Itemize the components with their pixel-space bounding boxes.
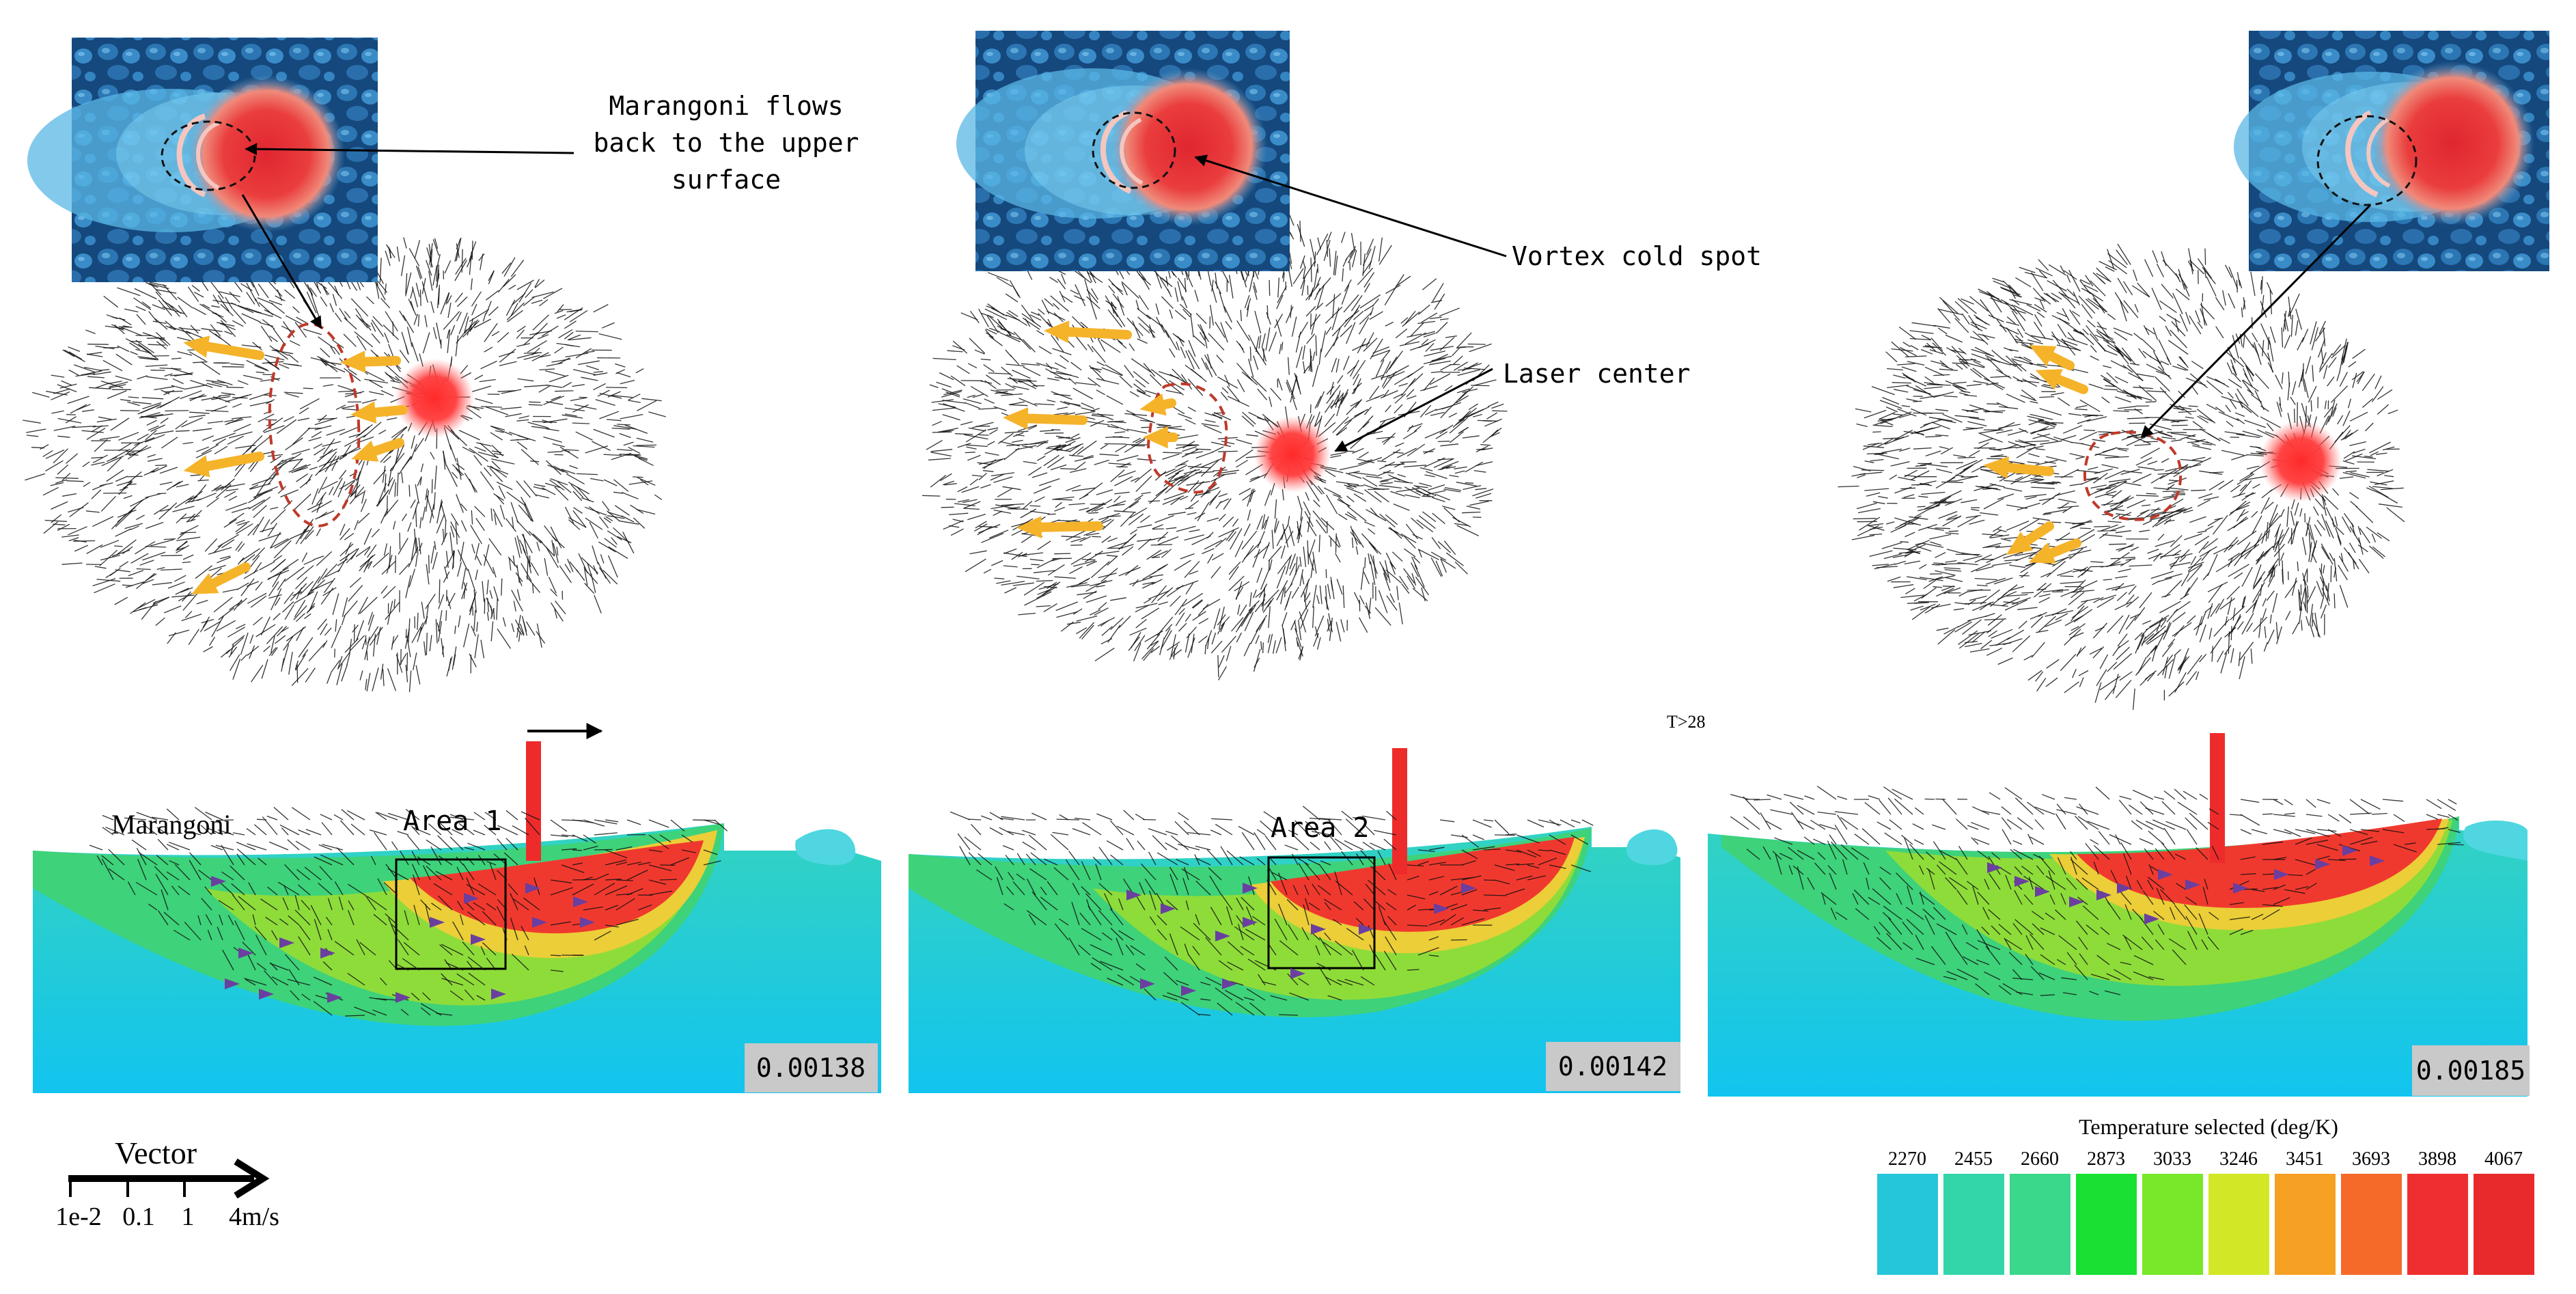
flow-arrows	[183, 335, 408, 594]
temp-swatch	[2474, 1174, 2534, 1275]
cross-section-1: Marangoni Area 1 0.00138	[33, 723, 881, 1093]
temp-swatch	[2407, 1174, 2468, 1275]
temp-value: 4067	[2484, 1148, 2523, 1170]
timestamp-2: 0.00142	[1558, 1051, 1667, 1082]
cross-section-vectors	[89, 807, 728, 1017]
vector-tick-2: 1	[182, 1202, 195, 1231]
cold-spot-circle	[2316, 115, 2418, 206]
cross-section-vectors	[950, 806, 1594, 1016]
temp-swatch	[2275, 1174, 2336, 1275]
cold-spot-circle	[161, 120, 256, 191]
temp-value: 2455	[1954, 1148, 1993, 1170]
flow-arrows	[1003, 320, 1178, 539]
marangoni-label: Marangoni	[111, 809, 232, 840]
cold-region-outline	[268, 322, 361, 527]
temp-value: 3033	[2153, 1148, 2191, 1170]
temp-value: 3693	[2352, 1148, 2390, 1170]
temp-swatch	[2076, 1174, 2137, 1275]
flow-markers	[211, 876, 595, 1003]
temperature-legend: Temperature selected (deg/K) 2270 2455 266…	[1877, 1114, 2534, 1275]
vector-legend-title: Vector	[115, 1135, 197, 1170]
cold-region-outline	[1147, 382, 1228, 494]
vector-field	[1838, 243, 2405, 711]
vortex-cold-spot-label: Vortex cold spot	[1512, 241, 1762, 271]
marangoni-flows-line-2: back to the upper	[594, 128, 859, 158]
temp-value: 2660	[2021, 1148, 2059, 1170]
marangoni-flows-line-1: Marangoni flows	[609, 91, 843, 121]
area-1-label: Area 1	[403, 806, 502, 837]
inset-image-2	[956, 31, 1290, 271]
temp-swatch	[1877, 1174, 1938, 1275]
temp-value: 3898	[2418, 1148, 2456, 1170]
temp-swatch	[2341, 1174, 2402, 1275]
callout-vortex-cold-spot: Vortex cold spot	[1194, 154, 1762, 271]
laser-center-label: Laser center	[1503, 359, 1691, 389]
cold-region-outline	[2083, 430, 2183, 521]
temp-value: 3246	[2219, 1148, 2258, 1170]
timestamp-3: 0.00185	[2416, 1056, 2525, 1086]
vector-legend: Vector 1e-2 0.1 1 4m/s	[55, 1135, 279, 1231]
inset-image-1	[27, 38, 378, 282]
top-panel-3	[1838, 243, 2405, 711]
temp-swatch	[2010, 1174, 2071, 1275]
timestamp-1: 0.00138	[756, 1053, 865, 1083]
laser-spot	[2260, 420, 2342, 502]
vector-tick-0: 1e-2	[55, 1202, 102, 1231]
temp-value: 2873	[2087, 1148, 2125, 1170]
cross-section-vectors	[1730, 786, 2464, 996]
callout-inset-3	[2140, 204, 2372, 439]
temp-value: 3451	[2286, 1148, 2324, 1170]
flow-markers	[1987, 845, 2385, 924]
vector-field	[922, 203, 1508, 680]
inset-image-3	[2234, 31, 2549, 271]
cold-spot-circle	[1092, 111, 1176, 189]
small-marker: T>28	[1667, 712, 1706, 732]
temp-swatch	[2142, 1174, 2203, 1275]
cross-section-2: Area 2 T>28 0.00142	[909, 712, 1706, 1093]
temp-value: 2270	[1888, 1148, 1926, 1170]
cross-section-3: 0.00185	[1708, 733, 2530, 1097]
callout-marangoni-flows: Marangoni flows back to the upper surfac…	[241, 91, 859, 329]
vector-tick-3: 4m/s	[229, 1202, 279, 1231]
flow-markers	[1126, 883, 1476, 996]
callout-laser-center: Laser center	[1334, 359, 1691, 452]
temperature-legend-title: Temperature selected (deg/K)	[2079, 1114, 2338, 1139]
temp-swatch	[1943, 1174, 2004, 1275]
vector-tick-1: 0.1	[122, 1202, 155, 1231]
temp-swatch	[2208, 1174, 2269, 1275]
laser-spot	[395, 359, 474, 438]
area-2-label: Area 2	[1271, 812, 1370, 844]
marangoni-flows-line-3: surface	[671, 165, 781, 195]
laser-spot	[1254, 416, 1331, 493]
flow-arrows	[1983, 345, 2088, 564]
top-panel-2	[922, 203, 1508, 680]
